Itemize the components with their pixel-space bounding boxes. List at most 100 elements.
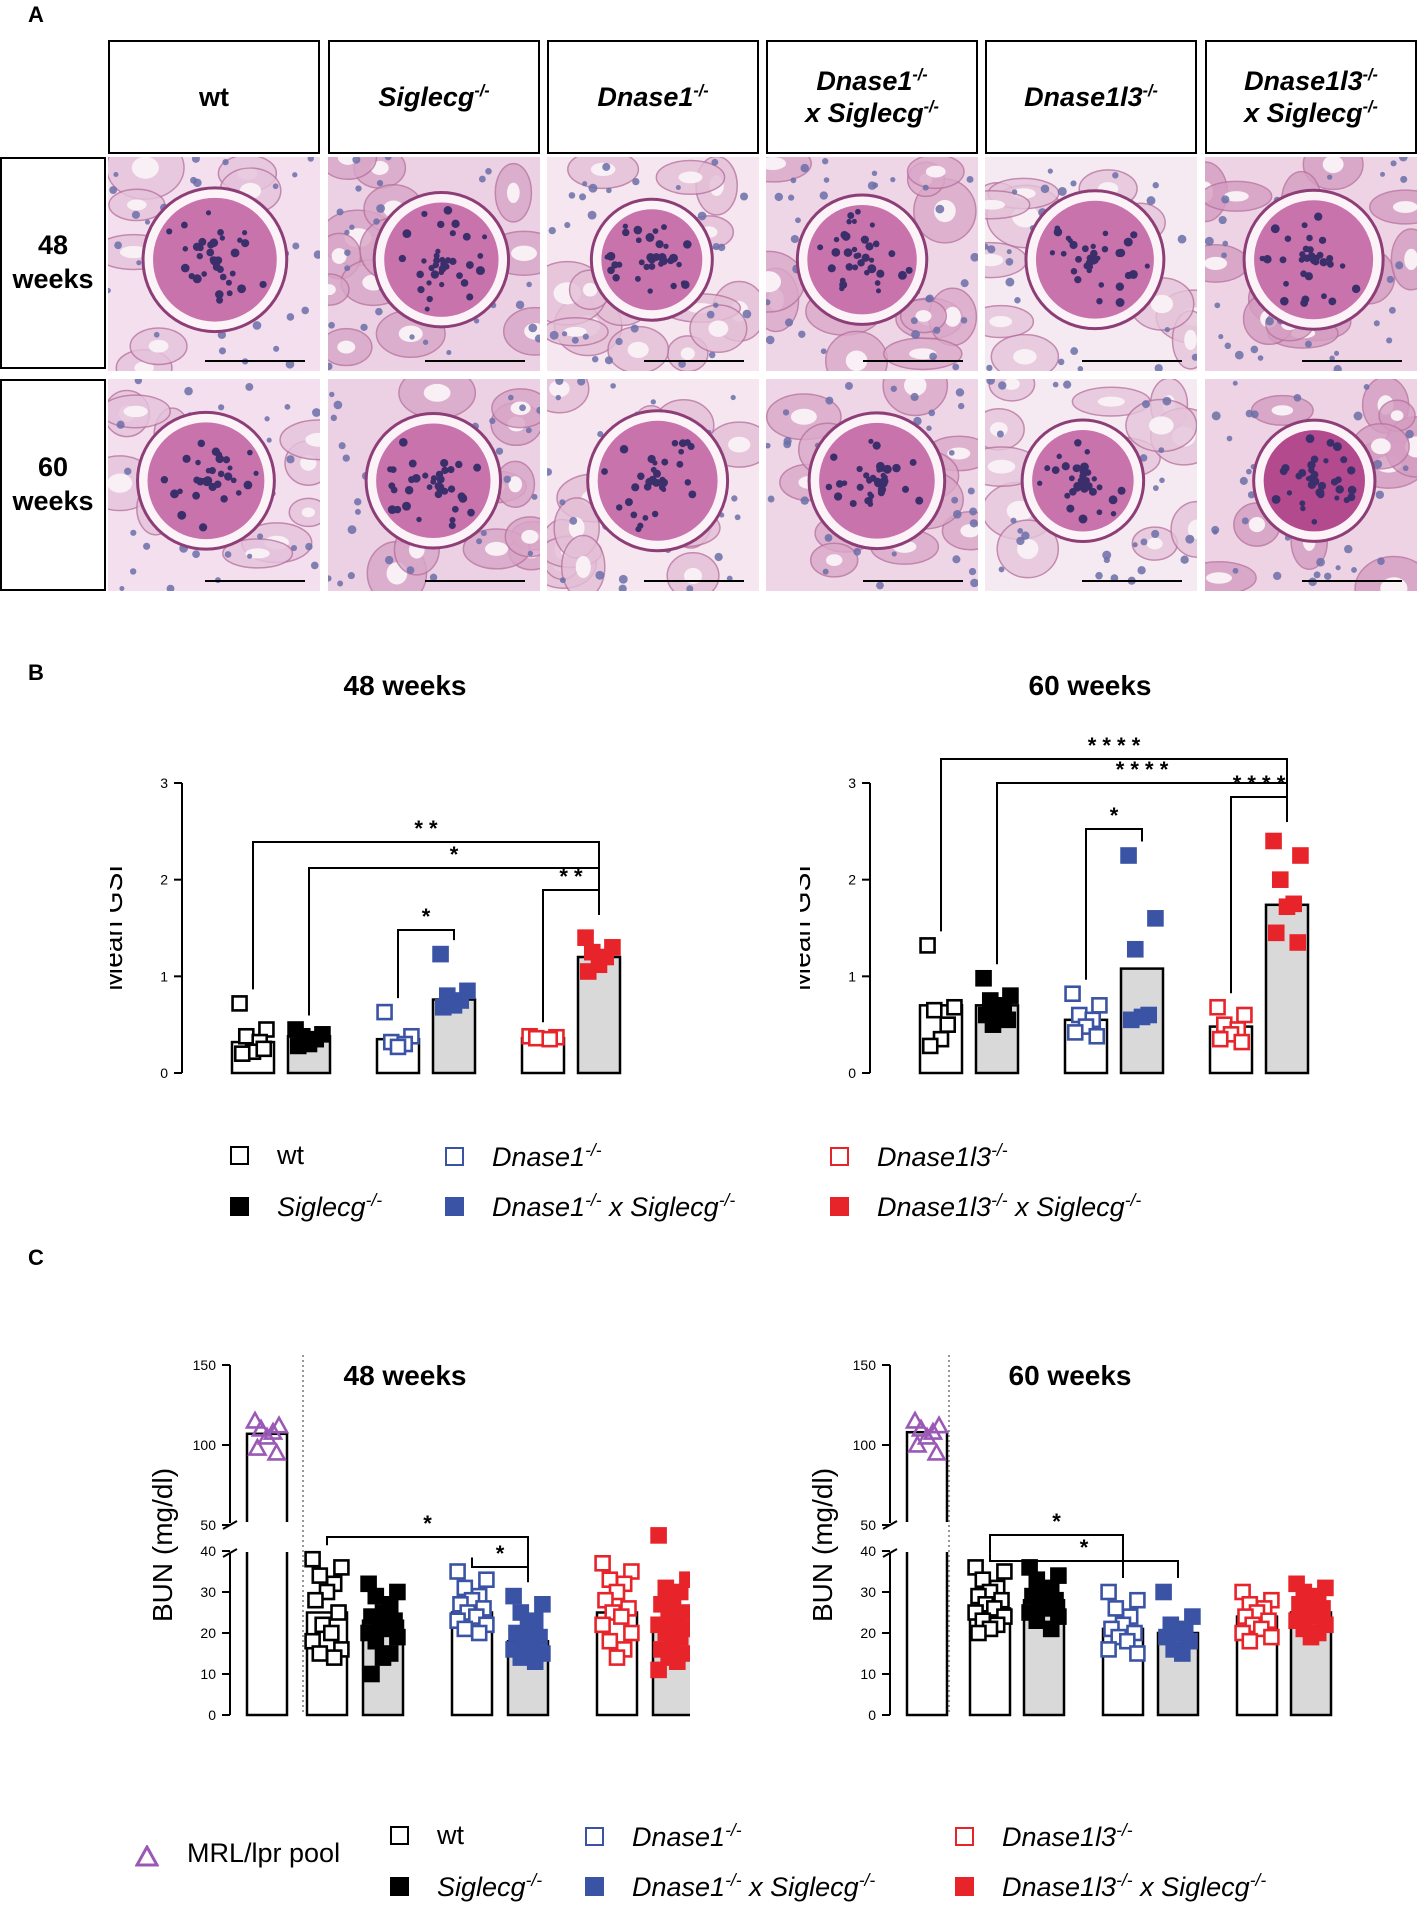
data-point	[926, 1442, 947, 1461]
data-point	[601, 1632, 619, 1650]
y-axis-label: BUN (mg/dl)	[807, 1468, 838, 1622]
histology-image-r2-c5	[985, 379, 1197, 591]
significance-bracket	[252, 841, 600, 990]
significance-bracket	[542, 889, 600, 1023]
data-point	[1042, 1620, 1060, 1638]
data-point	[1302, 1628, 1320, 1646]
data-point	[1265, 832, 1282, 850]
chart-title: 60 weeks	[1029, 670, 1152, 701]
legend-marker	[230, 1197, 249, 1216]
legend-label: Dnase1-/-	[632, 1820, 742, 1852]
data-point	[432, 945, 449, 963]
data-point	[247, 1437, 268, 1456]
legend-item-wt: wt	[230, 1140, 304, 1171]
legend-label: Siglecg-/-	[437, 1870, 543, 1902]
legend-marker	[134, 1843, 160, 1866]
data-point	[1028, 1612, 1046, 1630]
chart-title: 48 weeks	[344, 670, 467, 701]
data-point	[904, 1410, 926, 1429]
data-point	[650, 1661, 667, 1679]
significance-bracket	[1230, 796, 1288, 994]
column-header-sup1: -/-	[1142, 81, 1158, 100]
data-point	[325, 1649, 343, 1666]
data-point	[1267, 924, 1285, 942]
histology-image-r2-c2	[328, 379, 540, 591]
legend-item-dnase1l3-siglecg: Dnase1l3-/- x Siglecg-/-	[830, 1190, 1141, 1223]
data-point	[623, 1624, 640, 1642]
significance-bracket	[471, 1557, 529, 1583]
row-header-unit: weeks	[12, 264, 94, 294]
y-tick-label: 10	[860, 1666, 876, 1682]
data-point	[512, 1649, 530, 1666]
data-point	[1091, 997, 1108, 1014]
data-point	[970, 1624, 987, 1642]
data-point	[434, 998, 452, 1016]
y-axis-label: Mean GSI	[110, 865, 128, 991]
data-point	[1278, 898, 1296, 916]
axis-break-mask	[244, 1522, 290, 1552]
y-tick-label: 50	[200, 1517, 216, 1533]
data-point	[289, 1037, 307, 1055]
legend-marker	[830, 1147, 849, 1166]
data-point	[1233, 1033, 1251, 1051]
data-point	[594, 1555, 611, 1572]
data-point	[946, 998, 963, 1016]
significance-bracket	[996, 782, 1288, 965]
legend-marker	[955, 1877, 974, 1896]
y-tick-label: 0	[848, 1065, 856, 1081]
significance-label: *	[1110, 803, 1119, 828]
significance-bracket	[989, 1553, 1179, 1578]
significance-label: *	[1080, 1535, 1089, 1560]
data-point	[374, 1649, 392, 1666]
data-point	[541, 1030, 559, 1048]
y-tick-label: 0	[868, 1707, 876, 1723]
y-tick-label: 1	[848, 968, 856, 984]
legend-label: Dnase1l3-/-	[877, 1140, 1008, 1172]
data-point	[311, 1567, 329, 1584]
column-header-6: Dnase1l3-/- x Siglecg-/-	[1205, 40, 1417, 154]
data-point	[1263, 1628, 1280, 1646]
legend-marker	[445, 1197, 464, 1216]
legend-item-dnase1-siglecg: Dnase1-/- x Siglecg-/-	[585, 1870, 875, 1903]
legend-marker	[955, 1827, 974, 1846]
data-point	[1120, 847, 1137, 864]
significance-bracket	[308, 867, 600, 1016]
legend-marker	[585, 1827, 604, 1846]
data-point	[478, 1571, 495, 1588]
legend-panel-b: wt Siglecg-/- Dnase1-/- Dnase1-/- x Siglecg…	[0, 1140, 1417, 1240]
data-point	[1064, 985, 1081, 1003]
y-tick-label: 20	[200, 1625, 216, 1641]
data-point	[984, 1016, 1002, 1033]
significance-bracket	[397, 929, 455, 999]
y-tick-label: 10	[200, 1666, 216, 1682]
data-point	[256, 1426, 278, 1445]
legend-marker	[830, 1197, 849, 1216]
y-tick-label: 50	[860, 1517, 876, 1533]
data-point	[1236, 1006, 1253, 1024]
data-point	[613, 1608, 630, 1625]
data-point	[1107, 1600, 1125, 1617]
data-point	[307, 1591, 324, 1609]
legend-item-dnase1-siglecg: Dnase1-/- x Siglecg-/-	[445, 1190, 735, 1223]
data-point	[1122, 1011, 1140, 1029]
data-point	[650, 1527, 667, 1544]
y-tick-label: 40	[860, 1543, 876, 1559]
significance-label: *	[1052, 1509, 1061, 1534]
panel-letter-a: A	[28, 2, 44, 27]
column-header-sup1: -/-	[693, 81, 709, 100]
significance-label: * * * *	[1233, 771, 1286, 796]
legend-marker	[390, 1877, 409, 1896]
data-point	[266, 1442, 287, 1461]
data-point	[1292, 847, 1309, 864]
significance-bracket	[940, 758, 1288, 932]
bun-chart-48-weeks: 48 weeks BUN (mg/dl) 0 10 20 30 40 50 100 150 * *	[147, 1355, 690, 1723]
data-point	[311, 1645, 329, 1662]
y-tick-label: 30	[860, 1584, 876, 1600]
histology-image-r1-c2	[328, 157, 540, 371]
data-point	[389, 1038, 407, 1056]
column-header-2: Siglecg-/-	[328, 40, 540, 154]
y-axis-label: BUN (mg/dl)	[147, 1468, 178, 1622]
row-header-1: 48 weeks	[0, 157, 106, 369]
legend-label: Dnase1l3-/-	[1002, 1820, 1133, 1852]
data-point	[919, 937, 936, 954]
